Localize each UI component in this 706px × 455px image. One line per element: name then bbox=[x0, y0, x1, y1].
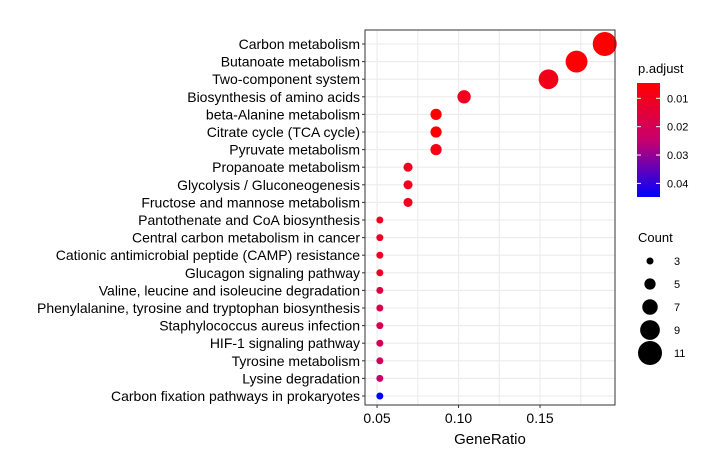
y-tick-label: Lysine degradation bbox=[242, 370, 360, 386]
data-point bbox=[430, 126, 442, 138]
y-tick-label: Biosynthesis of amino acids bbox=[187, 89, 360, 105]
data-point bbox=[592, 32, 617, 56]
x-tick-label: 0.05 bbox=[363, 410, 390, 426]
color-legend-title: p.adjust bbox=[638, 61, 684, 76]
data-point bbox=[376, 392, 384, 400]
size-legend-label: 11 bbox=[674, 348, 685, 360]
grid bbox=[365, 30, 615, 405]
data-point bbox=[403, 162, 413, 172]
y-tick-label: Two-component system bbox=[212, 71, 360, 87]
x-axis: 0.05 0.10 0.15 bbox=[363, 405, 554, 426]
data-point bbox=[376, 322, 384, 330]
data-point bbox=[403, 197, 413, 207]
y-tick-label: Tyrosine metabolism bbox=[232, 353, 360, 369]
size-legend: 3 5 7 9 11 bbox=[638, 256, 685, 365]
x-tick-label: 0.15 bbox=[526, 410, 553, 426]
data-point bbox=[565, 50, 588, 73]
data-point bbox=[430, 108, 442, 121]
color-tick-label: 0.02 bbox=[667, 122, 688, 134]
y-tick-label: Citrate cycle (TCA cycle) bbox=[207, 124, 360, 140]
y-tick-label: beta-Alanine metabolism bbox=[206, 106, 360, 122]
data-point bbox=[376, 216, 384, 224]
y-tick-label: Phenylalanine, tyrosine and tryptophan b… bbox=[37, 300, 360, 316]
data-point bbox=[457, 90, 471, 104]
y-tick-label: Cationic antimicrobial peptide (CAMP) re… bbox=[56, 247, 360, 263]
size-legend-dot bbox=[640, 320, 660, 340]
y-tick-label: Pantothenate and CoA biosynthesis bbox=[138, 212, 360, 228]
y-tick-label: Butanoate metabolism bbox=[221, 54, 360, 70]
x-axis-title: GeneRatio bbox=[454, 431, 526, 448]
size-legend-label: 5 bbox=[674, 279, 680, 291]
data-point bbox=[376, 357, 384, 365]
y-tick-label: Staphylococcus aureus infection bbox=[159, 318, 360, 334]
panel-background bbox=[365, 30, 615, 405]
color-tick-label: 0.04 bbox=[667, 178, 688, 190]
color-tick-label: 0.03 bbox=[667, 150, 688, 162]
data-point bbox=[376, 304, 384, 312]
data-point bbox=[403, 180, 413, 190]
data-point bbox=[376, 339, 384, 347]
y-tick-label: HIF-1 signaling pathway bbox=[210, 335, 360, 351]
y-tick-label: Glycolysis / Gluconeogenesis bbox=[177, 177, 360, 193]
data-point bbox=[376, 269, 384, 277]
points bbox=[376, 32, 617, 400]
data-point bbox=[430, 143, 442, 156]
x-tick-label: 0.10 bbox=[445, 410, 472, 426]
y-tick-label: Valine, leucine and isoleucine degradati… bbox=[99, 282, 360, 298]
data-point bbox=[376, 251, 384, 259]
size-legend-label: 9 bbox=[674, 325, 680, 337]
y-tick-label: Pyruvate metabolism bbox=[229, 142, 360, 158]
size-legend-label: 7 bbox=[674, 302, 680, 314]
color-bar bbox=[637, 83, 660, 197]
y-tick-label: Central carbon metabolism in cancer bbox=[132, 230, 360, 246]
size-legend-dot bbox=[638, 341, 662, 365]
data-point bbox=[538, 69, 559, 90]
y-tick-label: Carbon metabolism bbox=[239, 36, 360, 52]
panel-border bbox=[364, 29, 616, 406]
size-legend-dot bbox=[644, 278, 656, 290]
y-tick-label: Fructose and mannose metabolism bbox=[141, 194, 360, 210]
y-tick-label: Propanoate metabolism bbox=[212, 159, 360, 175]
size-legend-title: Count bbox=[638, 230, 673, 245]
data-point bbox=[376, 234, 384, 242]
size-legend-dot bbox=[646, 257, 654, 265]
color-tick-label: 0.01 bbox=[667, 93, 688, 105]
color-legend-ticks: 0.01 0.02 0.03 0.04 bbox=[637, 93, 688, 190]
y-axis-labels: Carbon metabolism Butanoate metabolismTwo… bbox=[37, 36, 365, 404]
y-tick-label: Glucagon signaling pathway bbox=[185, 265, 360, 281]
size-legend-dot bbox=[642, 299, 658, 315]
y-tick-label: Carbon fixation pathways in prokaryotes bbox=[111, 388, 360, 404]
data-point bbox=[376, 286, 384, 294]
data-point bbox=[376, 374, 384, 382]
size-legend-label: 3 bbox=[674, 256, 680, 268]
